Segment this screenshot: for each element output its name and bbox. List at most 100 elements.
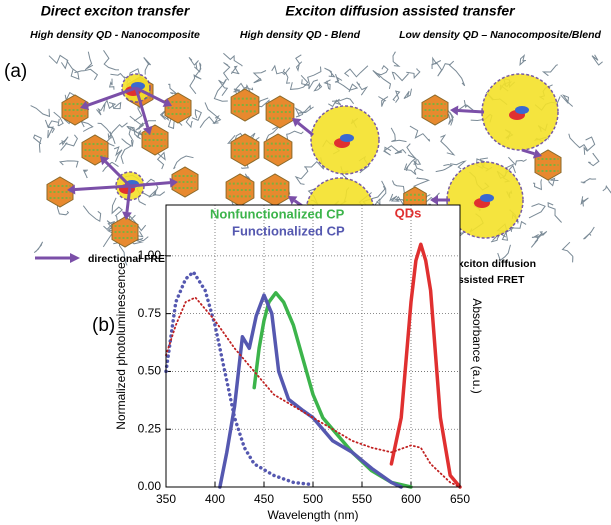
y-tick-label: 0.50: [138, 364, 162, 378]
x-axis-label: Wavelength (nm): [268, 508, 359, 522]
quantum-dot: [230, 88, 260, 122]
y2-axis-label: Absorbance (a.u.): [470, 298, 484, 393]
quantum-dot: [230, 133, 260, 167]
polymer-chain: [531, 233, 539, 239]
x-tick-label: 650: [450, 492, 470, 506]
polymer-chain: [173, 155, 194, 170]
polymer-chain: [104, 131, 115, 147]
polymer-chain: [110, 72, 131, 82]
polymer-chain: [436, 62, 451, 77]
polymer-chain: [431, 56, 442, 70]
chart: 0.00 0.25 0.50 0.75 1.00 350 400 450 500 550 600 65…: [114, 204, 484, 522]
polymer-chain: [440, 134, 456, 156]
y-tick-label: 0.00: [138, 479, 162, 493]
exciton-core: [340, 134, 354, 142]
polymer-chain: [82, 169, 88, 179]
legend-text: assisted FRET: [452, 274, 525, 286]
series-label: QDs: [395, 205, 422, 220]
polymer-chain: [168, 83, 179, 95]
polymer-chain: [392, 51, 401, 67]
y-tick-label: 0.75: [138, 306, 162, 320]
polymer-chain: [102, 99, 117, 110]
polymer-chain: [96, 103, 106, 116]
fret-arrow: [135, 86, 166, 104]
polymer-chain: [32, 134, 42, 153]
fret-arrowhead: [122, 211, 132, 220]
polymer-chain: [580, 196, 589, 207]
polymer-chain: [331, 97, 355, 104]
polymer-chain: [30, 105, 51, 118]
panel-label: (a): [4, 61, 27, 82]
polymer-chain: [66, 60, 80, 80]
polymer-chain: [295, 54, 303, 72]
polymer-chain: [289, 74, 309, 90]
fret-arrowhead: [100, 156, 110, 166]
y-tick-label: 0.25: [138, 421, 162, 435]
polymer-chain: [372, 69, 392, 90]
polymer-chain: [568, 133, 588, 151]
polymer-chain: [218, 79, 229, 96]
x-tick-label: 600: [401, 492, 421, 506]
polymer-chain: [301, 79, 319, 90]
exciton-core: [480, 194, 494, 202]
panel-header: Direct exciton transfer: [41, 3, 191, 19]
polymer-chain: [108, 78, 115, 90]
polymer-chain: [389, 193, 400, 202]
plot-frame: [165, 204, 461, 488]
polymer-chain: [304, 66, 322, 87]
polymer-chain: [435, 163, 453, 173]
fret-arrowhead: [67, 184, 76, 195]
polymer-chain: [282, 68, 291, 84]
polymer-chain: [84, 51, 94, 71]
polymer-chain: [80, 120, 94, 132]
fret-arrowhead: [80, 100, 90, 110]
polymer-chain: [588, 153, 600, 167]
polymer-chain: [450, 160, 467, 170]
polymer-chain: [560, 94, 574, 107]
polymer-chain: [294, 166, 309, 185]
series-label: Nonfunctionalized CP: [210, 206, 345, 221]
x-tick-label: 450: [254, 492, 274, 506]
legend-text: directional FRET: [88, 253, 172, 265]
polymer-chain: [337, 81, 359, 93]
polymer-chain: [409, 125, 431, 142]
polymer-chain: [298, 104, 314, 114]
polymer-chain: [111, 197, 123, 217]
fret-arrow: [297, 121, 314, 137]
quantum-dot: [164, 92, 192, 124]
polymer-chain: [561, 241, 574, 263]
absorbance-line: [164, 270, 315, 487]
polymer-chain: [547, 202, 562, 223]
polymer-chain: [204, 102, 222, 124]
polymer-chain: [390, 127, 407, 143]
x-tick-label: 550: [352, 492, 372, 506]
polymer-chain: [112, 101, 122, 110]
polymer-chain: [128, 213, 147, 232]
polymer-chain: [547, 177, 559, 187]
polymer-chain: [222, 62, 231, 81]
polymer-chain: [413, 159, 424, 171]
polymer-chain: [286, 130, 304, 140]
fret-arrow: [87, 86, 137, 107]
polymer-chain: [59, 160, 79, 168]
polymer-chain: [376, 65, 389, 76]
polymer-chain: [139, 189, 157, 198]
polymer-chain: [294, 107, 304, 118]
polymer-chain: [343, 65, 369, 78]
polymer-chain: [82, 205, 102, 223]
polymer-chain: [120, 138, 133, 165]
fret-arrow: [134, 87, 150, 128]
pl-line: [218, 293, 403, 489]
x-tick-label: 350: [156, 492, 176, 506]
polymer-chain: [107, 122, 128, 140]
fret-arrowhead: [162, 98, 172, 107]
fret-arrow: [521, 148, 535, 156]
quantum-dot: [263, 133, 293, 167]
polymer-chain: [159, 108, 170, 122]
polymer-chain: [583, 136, 596, 155]
polymer-chain: [129, 115, 145, 131]
quantum-dot: [171, 166, 199, 198]
polymer-chain: [271, 64, 291, 76]
polymer-chain: [46, 120, 59, 134]
